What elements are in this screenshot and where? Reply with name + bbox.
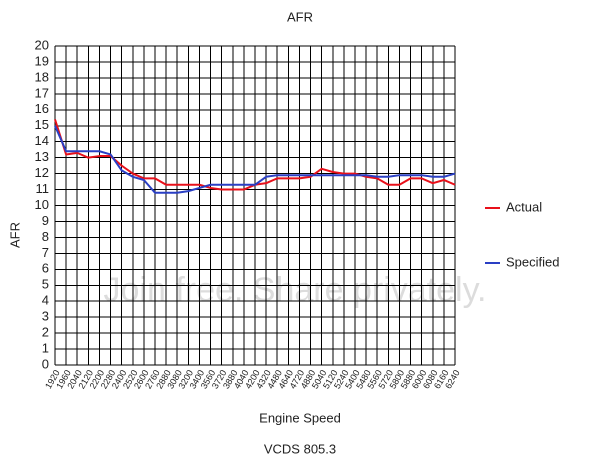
- y-tick-label: 18: [35, 69, 49, 84]
- y-tick-label: 12: [35, 165, 49, 180]
- y-tick-label: 2: [42, 325, 49, 340]
- y-tick-label: 13: [35, 149, 49, 164]
- y-axis-label: AFR: [7, 222, 22, 248]
- y-tick-label: 15: [35, 117, 49, 132]
- series-line: [54, 125, 456, 194]
- legend-label: Actual: [506, 199, 542, 214]
- legend-label: Specified: [506, 254, 559, 269]
- y-tick-label: 6: [42, 261, 49, 276]
- y-tick-label: 20: [35, 37, 49, 52]
- y-tick-label: 17: [35, 85, 49, 100]
- y-tick-label: 5: [42, 277, 49, 292]
- y-tick-label: 4: [42, 293, 49, 308]
- y-tick-label: 16: [35, 101, 49, 116]
- y-tick-label: 9: [42, 213, 49, 228]
- y-tick-label: 0: [42, 356, 49, 371]
- y-tick-label: 7: [42, 245, 49, 260]
- watermark: Join free. Share privately.: [104, 271, 487, 309]
- y-tick-label: 14: [35, 133, 49, 148]
- y-tick-label: 8: [42, 229, 49, 244]
- caption: VCDS 805.3: [264, 441, 336, 456]
- y-tick-label: 11: [36, 181, 50, 196]
- y-tick-label: 1: [42, 340, 49, 355]
- chart-title: AFR: [287, 9, 313, 24]
- y-tick-label: 3: [42, 309, 49, 324]
- x-axis-label: Engine Speed: [259, 410, 341, 425]
- y-tick-label: 10: [35, 197, 49, 212]
- y-tick-label: 19: [35, 53, 49, 68]
